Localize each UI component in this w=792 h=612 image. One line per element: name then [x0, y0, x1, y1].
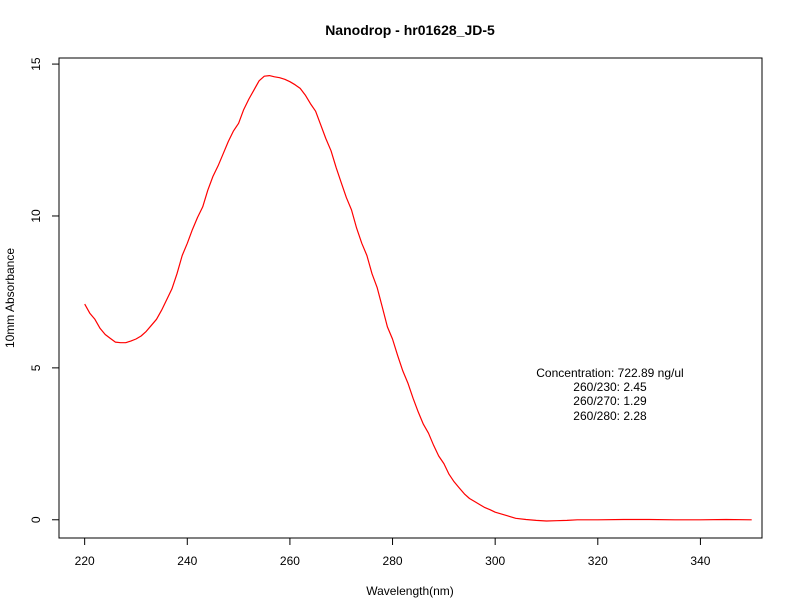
- y-tick-label: 5: [29, 364, 43, 371]
- absorbance-line: [84, 75, 752, 522]
- annotation-concentration: Concentration: 722.89 ng/ul: [536, 366, 683, 380]
- y-axis-label: 10mm Absorbance: [3, 248, 17, 348]
- annotation-260-270: 260/270: 1.29: [573, 394, 647, 408]
- x-tick-label: 280: [383, 554, 403, 568]
- x-tick-label: 340: [690, 554, 710, 568]
- x-tick-label: 220: [75, 554, 95, 568]
- chart-title: Nanodrop - hr01628_JD-5: [325, 22, 495, 38]
- y-tick-label: 0: [29, 516, 43, 523]
- x-tick-label: 300: [485, 554, 505, 568]
- x-tick-label: 240: [177, 554, 197, 568]
- x-axis: 220 240 260 280 300 320 340: [75, 538, 711, 568]
- plot-frame: [58, 57, 763, 539]
- annotation-260-230: 260/230: 2.45: [573, 380, 647, 394]
- y-axis: 0 5 10 15: [29, 57, 59, 523]
- annotation-block: Concentration: 722.89 ng/ul 260/230: 2.4…: [536, 366, 683, 423]
- annotation-260-280: 260/280: 2.28: [573, 409, 647, 423]
- x-tick-label: 320: [588, 554, 608, 568]
- x-axis-label: Wavelength(nm): [366, 584, 454, 598]
- y-tick-label: 10: [29, 209, 43, 223]
- y-tick-label: 15: [29, 57, 43, 71]
- x-tick-label: 260: [280, 554, 300, 568]
